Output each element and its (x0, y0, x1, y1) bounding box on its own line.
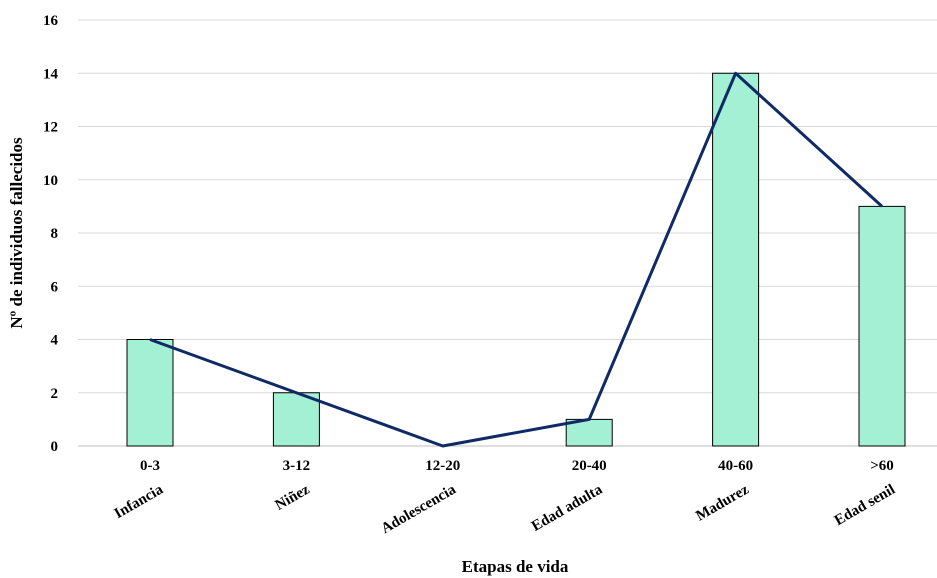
x-tick-label: >60 (870, 458, 894, 474)
bar (712, 72, 760, 447)
bars (126, 72, 906, 447)
y-tick-label: 10 (43, 173, 58, 189)
x-axis-title: Etapas de vida (462, 557, 569, 576)
x-tick-label: 20-40 (572, 458, 607, 474)
x-tick-label: 0-3 (140, 458, 160, 474)
y-tick-label: 4 (51, 333, 59, 349)
x-tick-label: 3-12 (283, 458, 311, 474)
series-line (149, 71, 884, 448)
y-tick-label: 6 (51, 279, 59, 295)
y-tick-label: 14 (43, 66, 59, 82)
stage-label: Niñez (273, 481, 313, 513)
y-tick-label: 8 (51, 226, 59, 242)
y-tick-labels: 0 2 4 6 8 10 12 14 16 (43, 13, 59, 455)
stage-label: Infancia (112, 481, 167, 522)
y-tick-label: 2 (51, 386, 59, 402)
y-tick-label: 12 (43, 120, 58, 136)
bar (126, 339, 174, 447)
stage-labels: Infancia Niñez Adolescencia Edad adulta Madu… (112, 481, 898, 537)
y-tick-label: 0 (51, 439, 59, 455)
bar (272, 392, 320, 447)
x-tick-label: 40-60 (718, 458, 753, 474)
trend-line (149, 71, 884, 448)
x-tick-labels: 0-3 3-12 12-20 20-40 40-60 >60 (140, 458, 894, 474)
y-tick-label: 16 (43, 13, 59, 29)
stage-label: Madurez (693, 481, 752, 524)
bar (858, 205, 906, 447)
x-tick-label: 12-20 (425, 458, 460, 474)
stage-label: Edad senil (832, 482, 898, 529)
stage-label: Adolescencia (379, 481, 460, 537)
stage-label: Edad adulta (529, 481, 606, 534)
y-axis-title: Nº de individuos fallecidos (7, 137, 26, 329)
gridlines (78, 19, 937, 447)
